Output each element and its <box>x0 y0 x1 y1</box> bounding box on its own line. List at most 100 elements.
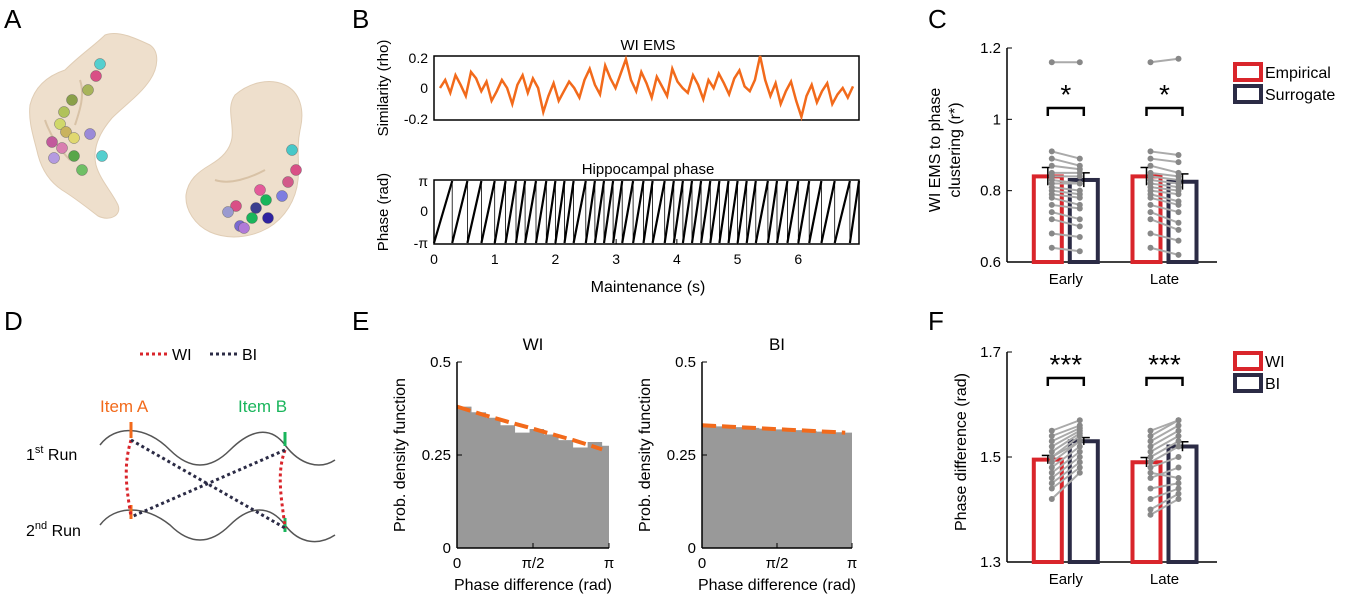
f-paired-dot <box>1147 448 1154 455</box>
f-paired-dot <box>1048 475 1055 481</box>
f-paired-dot <box>1048 485 1055 492</box>
similarity-axis-label: Similarity (rho) <box>375 40 392 137</box>
f-paired-dot <box>1175 475 1182 481</box>
c-ytick-label: 0.6 <box>980 254 1001 271</box>
e-bi-xlabel: Phase difference (rad) <box>698 577 856 594</box>
c-significance-stars: * <box>1159 79 1170 110</box>
item-b-label: Item B <box>238 397 287 416</box>
c-paired-dot <box>1147 244 1154 251</box>
electrode-contact-marker <box>76 164 88 176</box>
e-bi-ytick-label: 0 <box>688 540 696 557</box>
c-paired-line <box>1150 178 1179 185</box>
phase-cycle-ramp <box>504 180 518 244</box>
c-paired-line <box>1051 164 1080 171</box>
similarity-plot-frame <box>433 55 860 121</box>
bi-legend-label: BI <box>242 347 257 364</box>
c-paired-line <box>1051 150 1081 160</box>
c-paired-line <box>1150 57 1179 64</box>
f-paired-line <box>1150 498 1179 516</box>
c-paired-line <box>1150 203 1179 214</box>
f-category-label: Early <box>1049 571 1084 588</box>
c-paired-line <box>1051 218 1081 228</box>
electrode-contact-marker <box>60 126 72 138</box>
c-paired-dot <box>1048 201 1055 208</box>
c-paired-dot <box>1175 191 1182 198</box>
c-paired-line <box>1150 193 1179 203</box>
electrode-contact-marker <box>276 190 288 202</box>
phase-cycle-ramp <box>820 180 836 244</box>
c-paired-dot <box>1147 216 1154 223</box>
f-paired-line <box>1150 482 1179 490</box>
e-wi-histogram-area <box>457 406 609 548</box>
f-paired-dot <box>1147 459 1154 466</box>
c-paired-line <box>1051 196 1081 206</box>
f-paired-line <box>1150 466 1179 479</box>
f-legend-swatch-wi <box>1233 351 1263 371</box>
f-paired-line <box>1150 440 1179 458</box>
c-paired-line <box>1051 186 1080 192</box>
electrode-contact-marker <box>94 58 106 70</box>
c-paired-dot <box>1175 251 1182 258</box>
f-paired-dot <box>1175 480 1182 487</box>
phase-cycle-ramp <box>651 180 666 244</box>
c-significance-stars: * <box>1060 79 1071 110</box>
c-legend-label: Empirical <box>1265 65 1331 82</box>
f-paired-dot <box>1147 427 1154 434</box>
run1-label: 1st Run <box>26 444 77 464</box>
phase-axis-label: Phase (rad) <box>375 173 392 251</box>
f-significance-bracket <box>1145 376 1184 386</box>
c-paired-line <box>1150 157 1179 164</box>
phase-cycle-ramp <box>493 180 507 244</box>
c-paired-dot <box>1076 155 1083 162</box>
phase-xtick-label: 3 <box>612 251 620 267</box>
phase-cycle-ramp <box>690 180 703 244</box>
brain-mesh-right-image <box>185 81 303 238</box>
phase-cycle-ramp <box>524 180 538 244</box>
wi-legend-label: WI <box>172 347 192 364</box>
e-wi-fit-line <box>456 404 603 452</box>
c-significance-bracket <box>1145 106 1184 116</box>
c-ylabel-line2: clustering (r*) <box>947 102 964 197</box>
phase-cycle-ramp <box>534 180 548 244</box>
e-wi-ylabel: Prob. density function <box>392 378 409 532</box>
f-paired-dot <box>1147 469 1154 476</box>
f-ytick-label: 1.5 <box>980 449 1001 466</box>
c-paired-line <box>1150 232 1179 242</box>
panel-d-schematic: WI BI Item A Item B 1st Run 2nd Run <box>26 347 336 543</box>
f-paired-line <box>1150 492 1179 511</box>
c-paired-line <box>1150 211 1179 224</box>
phase-cycle-ramp <box>545 180 557 244</box>
phase-cycle-ramp <box>775 180 789 244</box>
electrode-contact-marker <box>68 150 80 162</box>
phase-series <box>432 180 861 244</box>
c-paired-dot <box>1147 148 1154 155</box>
bi-connection-b-to-a <box>130 448 286 519</box>
phase-xtick-label: 1 <box>491 251 499 267</box>
electrode-contact-marker <box>290 164 302 176</box>
phase-cycle-ramp <box>745 180 757 244</box>
e-wi-xtick-label: π/2 <box>522 555 545 572</box>
f-paired-dot <box>1147 438 1154 445</box>
panel-label-d: D <box>4 306 23 336</box>
electrode-contact-marker <box>250 202 262 214</box>
phase-cycle-ramp <box>727 180 739 244</box>
f-significance-stars: *** <box>1049 349 1082 380</box>
c-ytick-label: 1 <box>993 111 1001 128</box>
c-paired-dot <box>1147 209 1154 216</box>
phase-cycle-ramp <box>451 180 469 244</box>
c-ylabel-line1: WI EMS to phase <box>927 88 944 213</box>
c-paired-line <box>1051 211 1081 221</box>
c-paired-dot <box>1147 59 1154 66</box>
f-paired-line <box>1150 487 1179 500</box>
f-paired-dot <box>1175 422 1182 429</box>
electrode-contact-marker <box>82 84 94 96</box>
c-paired-dot <box>1048 155 1055 162</box>
c-paired-line <box>1150 218 1179 231</box>
e-bi-ytick-label: 0.25 <box>667 447 696 464</box>
c-paired-line <box>1051 246 1080 253</box>
e-bi-histogram-area <box>702 425 852 548</box>
f-paired-dot <box>1048 448 1055 455</box>
panel-label-f: F <box>928 306 944 336</box>
f-paired-dot <box>1048 464 1055 471</box>
c-paired-line <box>1150 175 1179 181</box>
